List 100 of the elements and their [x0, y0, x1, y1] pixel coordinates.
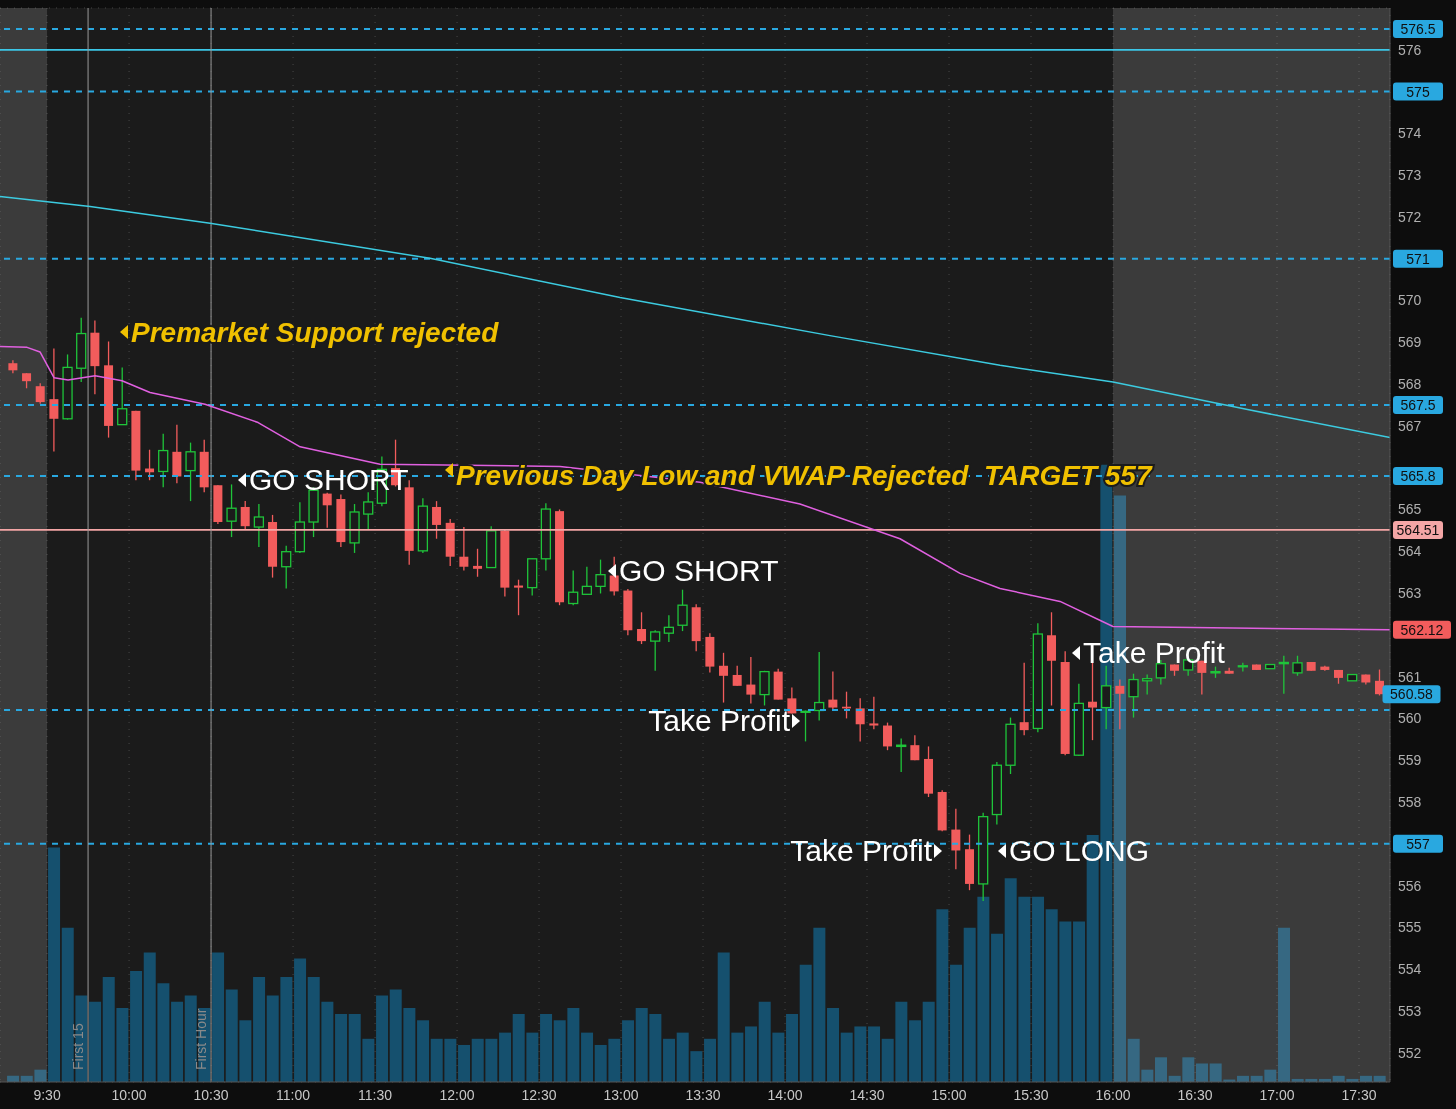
x-tick-label: 15:30 — [1013, 1086, 1049, 1103]
line-series — [0, 195, 1390, 439]
bar — [1032, 896, 1045, 1082]
candlestick — [363, 491, 374, 531]
candlestick — [226, 483, 237, 538]
ref-line-label: 575 — [1406, 83, 1430, 100]
y-tick-label: 561 — [1398, 668, 1422, 685]
bar — [171, 1001, 184, 1082]
candlestick — [432, 500, 442, 540]
ref-line-label: 567.5 — [1400, 397, 1436, 413]
x-tick-label: 10:00 — [111, 1086, 147, 1103]
bar — [376, 995, 389, 1082]
annotation: Premarket Support rejected — [131, 317, 500, 348]
annotation: GO SHORT — [619, 554, 779, 587]
candlestick — [883, 721, 893, 751]
bar — [48, 847, 61, 1082]
x-tick-label: 10:30 — [193, 1086, 229, 1103]
candlestick — [800, 709, 811, 743]
candlestick — [1115, 678, 1125, 730]
bar — [499, 1032, 512, 1082]
ref-line-label: First 15 — [70, 1023, 87, 1070]
candlestick — [281, 545, 292, 590]
annotation: Take Profit — [648, 704, 791, 737]
bar — [786, 1014, 799, 1082]
y-tick-label: 553 — [1398, 1002, 1422, 1019]
annotation: 562.12 — [1400, 621, 1444, 638]
ref-line-label: 565.8 — [1400, 468, 1436, 485]
bar — [1278, 927, 1291, 1082]
bar — [253, 977, 266, 1082]
ref-line-label: 557 — [1406, 835, 1430, 852]
candlestick — [1142, 673, 1153, 696]
annotation: GO LONG — [1009, 834, 1150, 867]
candlestick — [240, 500, 250, 531]
candlestick — [609, 556, 619, 597]
y-tick-label: 555 — [1398, 919, 1422, 936]
y-tick-label: 556 — [1398, 877, 1422, 894]
x-tick-label: 11:00 — [276, 1086, 311, 1103]
candlestick — [759, 670, 770, 707]
candlestick — [1128, 673, 1139, 719]
x-tick-label: 9:30 — [33, 1086, 61, 1103]
bar — [458, 1044, 471, 1082]
candlestick — [910, 734, 920, 761]
candlestick — [663, 614, 675, 643]
y-tick-label: 576 — [1398, 41, 1422, 58]
bar — [130, 970, 143, 1082]
candlestick — [1101, 665, 1112, 730]
y-tick-label: 570 — [1398, 292, 1422, 309]
x-tick-label: 12:00 — [439, 1086, 475, 1103]
candlestick — [1292, 655, 1303, 677]
bar — [868, 1026, 881, 1082]
ref-line-label: First Hour — [193, 1008, 210, 1070]
y-tick-label: 563 — [1398, 585, 1422, 602]
candlestick — [650, 629, 661, 672]
candlestick — [322, 492, 332, 529]
candlestick — [35, 382, 45, 405]
ref-line-label: 564.51 — [1396, 521, 1440, 538]
candlestick — [253, 503, 265, 548]
bar — [294, 958, 307, 1082]
candlestick — [677, 589, 688, 632]
annotation: Take Profit — [1083, 636, 1226, 669]
bar — [1073, 921, 1086, 1082]
bar — [745, 1026, 758, 1082]
bar — [89, 1001, 102, 1082]
bar — [909, 1020, 922, 1082]
candlestick — [869, 696, 879, 730]
candlestick — [49, 347, 59, 453]
y-tick-label: 565 — [1398, 501, 1422, 518]
candlestick — [473, 548, 483, 578]
candlestick — [595, 558, 606, 595]
x-tick-label: 13:00 — [603, 1086, 639, 1103]
candlestick — [1088, 662, 1098, 741]
x-tick-label: 16:30 — [1177, 1086, 1213, 1103]
candlestick — [514, 579, 524, 616]
bar — [1196, 1063, 1209, 1082]
y-tick-label: 552 — [1398, 1044, 1422, 1061]
x-tick-label: 11:30 — [358, 1086, 393, 1103]
candlestick — [746, 656, 756, 705]
y-tick-label: 559 — [1398, 752, 1422, 769]
bar — [622, 1020, 635, 1082]
x-tick-label: 13:30 — [685, 1086, 721, 1103]
y-tick-label: 574 — [1398, 125, 1422, 142]
annotation: 560.58 — [1390, 686, 1434, 703]
y-tick-label: 572 — [1398, 208, 1422, 225]
y-tick-label: 568 — [1398, 376, 1422, 393]
candlestick — [459, 526, 469, 572]
candlestick — [637, 611, 647, 645]
candlestick — [117, 366, 128, 426]
bar — [991, 933, 1004, 1082]
y-tick-label: 564 — [1398, 543, 1422, 560]
candlestick — [828, 670, 838, 712]
x-tick-label: 14:30 — [849, 1086, 885, 1103]
bar — [212, 952, 225, 1082]
candlestick — [568, 569, 579, 606]
annotation: Take Profit — [790, 834, 933, 867]
y-tick-label: 567 — [1398, 417, 1422, 434]
y-tick-label: 560 — [1398, 710, 1422, 727]
x-tick-label: 14:00 — [767, 1086, 803, 1103]
y-tick-label: 554 — [1398, 961, 1422, 978]
ref-line-label: 571 — [1406, 250, 1430, 267]
ref-line-label: 576.5 — [1400, 20, 1436, 37]
